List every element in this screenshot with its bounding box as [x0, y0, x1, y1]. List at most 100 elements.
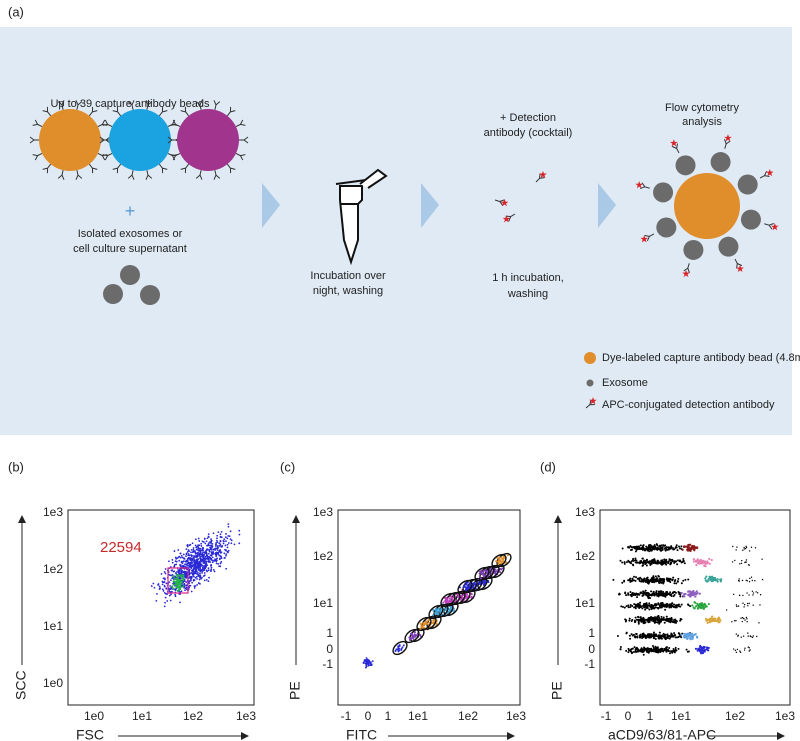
event-dot — [181, 562, 184, 565]
event-dot — [212, 552, 215, 554]
event-dot — [495, 570, 498, 573]
event-dot — [640, 591, 643, 594]
event-dot — [744, 547, 747, 550]
event-dot — [177, 549, 180, 551]
event-dot — [205, 540, 208, 543]
event-dot — [444, 608, 447, 611]
event-dot — [672, 595, 675, 598]
event-dot — [707, 579, 710, 582]
event-dot — [162, 581, 164, 584]
plus-sign: + — [125, 201, 136, 221]
event-dot — [197, 558, 199, 561]
event-dot — [460, 595, 463, 598]
event-dot — [658, 604, 661, 607]
event-dot — [180, 572, 183, 574]
event-dot — [227, 542, 230, 544]
event-dot — [364, 662, 367, 665]
event-dot — [643, 635, 646, 638]
y-tick-label: 1e2 — [43, 562, 63, 576]
event-dot — [210, 557, 213, 560]
event-dot — [427, 619, 430, 622]
event-dot — [652, 561, 655, 564]
event-dot — [750, 546, 753, 549]
event-dot — [186, 564, 189, 567]
legend-exosome — [586, 379, 594, 387]
event-dot — [639, 633, 642, 636]
event-dot — [665, 646, 668, 649]
event-dot — [472, 586, 475, 589]
event-dot — [668, 548, 671, 551]
event-dot — [207, 580, 210, 583]
event-dot — [187, 554, 190, 557]
event-dot — [196, 548, 199, 551]
event-dot — [191, 581, 194, 584]
event-dot — [687, 604, 690, 607]
event-dot — [199, 555, 202, 558]
event-dot — [700, 561, 703, 565]
antibody — [145, 170, 153, 180]
event-dot — [704, 579, 707, 582]
event-dot — [453, 609, 456, 612]
antibody — [764, 223, 774, 230]
event-dot — [635, 559, 638, 562]
event-dot — [745, 545, 747, 547]
event-dot — [202, 541, 205, 543]
cluster-outline — [392, 640, 408, 656]
event-dot — [668, 652, 671, 655]
event-dot — [645, 648, 648, 651]
event-dot — [193, 560, 196, 563]
event-dot — [656, 561, 659, 564]
event-dot — [655, 593, 658, 596]
event-dot — [202, 546, 204, 549]
event-dot — [200, 569, 203, 571]
event-dot — [629, 580, 632, 583]
event-dot — [219, 555, 222, 558]
event-dot — [180, 580, 184, 584]
event-dot — [205, 560, 208, 563]
event-dot — [182, 585, 185, 588]
event-dot — [177, 569, 180, 571]
event-dot — [695, 590, 698, 593]
event-dot — [636, 636, 639, 639]
event-dot — [171, 558, 174, 561]
event-dot — [213, 559, 216, 562]
event-dot — [210, 564, 213, 566]
event-dot — [164, 578, 166, 581]
event-dot — [165, 592, 167, 595]
event-dot — [196, 552, 199, 555]
event-dot — [661, 581, 664, 584]
event-dot — [198, 554, 201, 556]
event-dot — [646, 558, 649, 561]
event-dot — [710, 619, 713, 622]
event-dot — [207, 533, 210, 536]
event-dot — [739, 650, 741, 652]
event-dot — [413, 633, 416, 636]
event-dot — [185, 548, 188, 551]
label-star — [771, 222, 779, 231]
label-star — [589, 397, 597, 405]
event-dot — [673, 632, 676, 635]
event-dot — [650, 650, 653, 653]
event-dot — [182, 576, 185, 579]
caption: night, washing — [313, 285, 383, 297]
event-dot — [163, 591, 166, 594]
event-dot — [625, 561, 628, 564]
event-dot — [733, 620, 736, 622]
antibody — [170, 152, 181, 161]
event-dot — [478, 572, 481, 575]
event-dot — [644, 581, 647, 584]
event-dot — [177, 588, 181, 592]
y-tick-label: 1 — [588, 626, 595, 640]
event-dot — [664, 619, 667, 622]
event-dot — [748, 564, 751, 566]
event-dot — [708, 619, 711, 622]
event-dot — [647, 544, 650, 547]
event-dot — [743, 604, 746, 606]
event-dot — [716, 619, 719, 622]
event-dot — [201, 555, 203, 558]
event-dot — [719, 619, 722, 622]
event-dot — [196, 554, 198, 557]
event-dot — [638, 561, 641, 564]
event-dot — [664, 608, 667, 611]
capture-bead — [39, 109, 101, 171]
